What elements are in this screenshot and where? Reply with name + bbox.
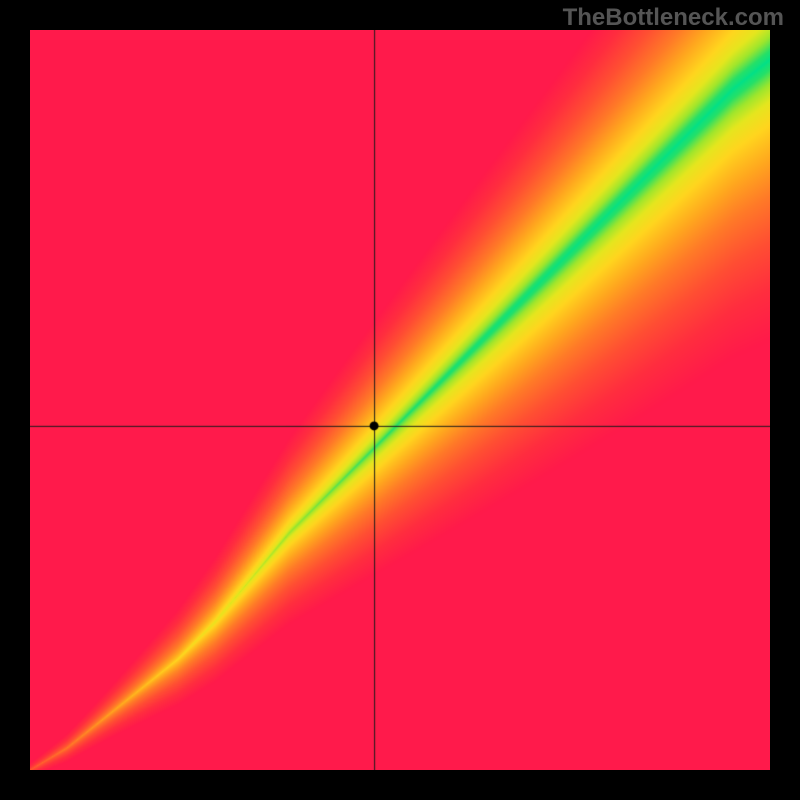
bottleneck-heatmap bbox=[30, 30, 770, 770]
watermark-label: TheBottleneck.com bbox=[563, 4, 784, 32]
chart-container: TheBottleneck.com bbox=[0, 0, 800, 800]
